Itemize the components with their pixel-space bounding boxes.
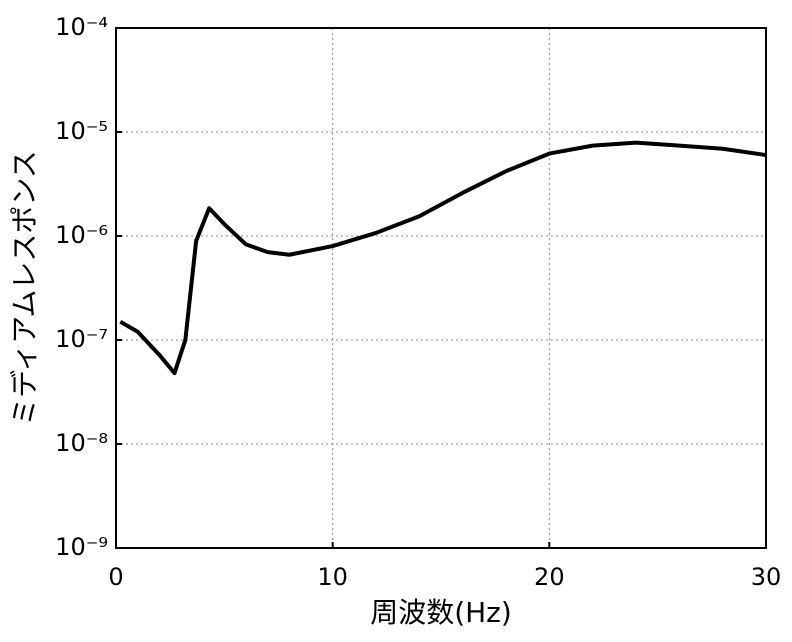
x-tick-label: 10: [317, 563, 348, 591]
y-tick-label: 10⁻⁵: [55, 117, 108, 145]
x-tick-label: 30: [751, 563, 782, 591]
y-tick-label: 10⁻⁶: [55, 221, 108, 249]
data-line: [119, 140, 767, 376]
x-axis-label: 周波数(Hz): [370, 596, 512, 629]
y-tick-label: 10⁻⁸: [55, 429, 108, 457]
x-tick-label: 20: [534, 563, 565, 591]
y-tick-label: 10⁻⁴: [55, 13, 108, 41]
plot-frame: [115, 27, 767, 549]
x-tick-label: 0: [108, 563, 123, 591]
y-tick-label: 10⁻⁷: [55, 325, 108, 353]
y-axis-label: ミディアムレスポンス: [8, 150, 41, 426]
y-tick-label: 10⁻⁹: [55, 533, 108, 561]
